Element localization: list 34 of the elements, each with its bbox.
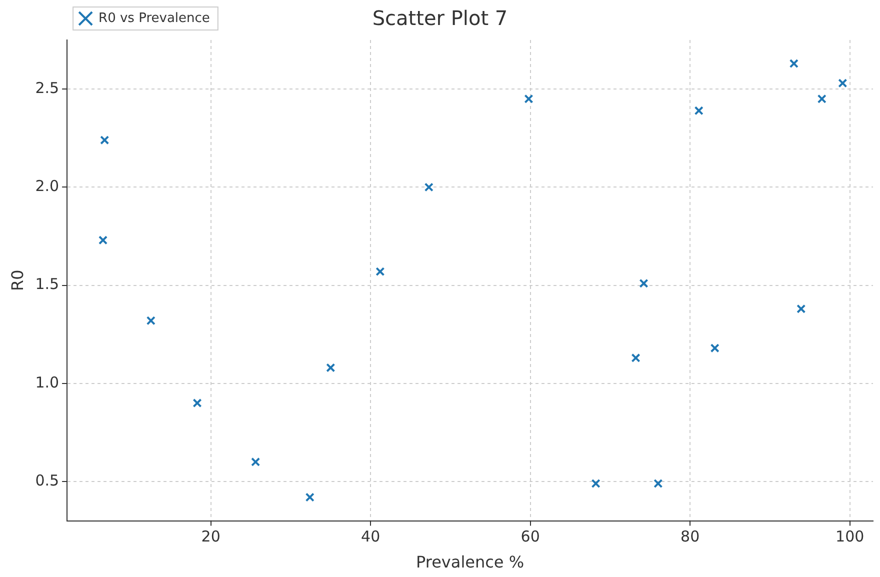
y-tick-label: 2.5 [35, 78, 60, 97]
point [305, 492, 314, 502]
point [146, 316, 156, 326]
point [789, 59, 798, 68]
x-tick-label: 60 [520, 528, 540, 546]
point [639, 278, 648, 288]
y-tick-label: 1.5 [35, 275, 60, 294]
point [817, 94, 826, 104]
chart-title: Scatter Plot 7 [372, 6, 508, 30]
point [251, 457, 260, 466]
y-tick-label: 1.0 [35, 373, 60, 392]
point [838, 78, 848, 88]
x-axis-title: Prevalence % [416, 552, 524, 572]
point [376, 267, 385, 276]
y-axis-title: R0 [8, 270, 27, 292]
point [631, 353, 640, 362]
point [524, 94, 534, 104]
point [326, 363, 336, 372]
point [654, 478, 663, 488]
point [192, 398, 202, 408]
x-tick-label: 40 [361, 528, 380, 546]
point [98, 236, 108, 245]
point [424, 182, 434, 192]
y-tick-label: 0.5 [35, 471, 60, 490]
x-tick-label: 100 [836, 528, 864, 546]
legend-label: R0 vs Prevalence [98, 10, 210, 26]
point [710, 344, 720, 353]
x-tick-label: 20 [201, 528, 220, 546]
point [100, 136, 110, 145]
x-tick-label: 80 [680, 528, 700, 546]
point [796, 304, 806, 314]
y-tick-label: 2.0 [35, 177, 60, 196]
point [694, 106, 704, 116]
point [591, 478, 600, 488]
